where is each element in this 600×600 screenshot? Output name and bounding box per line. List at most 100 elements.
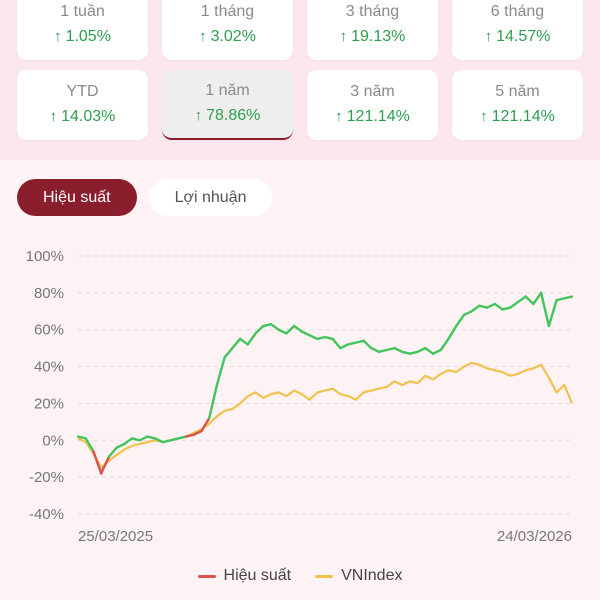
period-value: ↑ 121.14% [335, 108, 410, 125]
period-label: 1 tháng [200, 3, 255, 20]
tab-performance[interactable]: Hiệu suất [17, 179, 137, 216]
series-segment-performance [177, 435, 188, 440]
series-segment-performance [539, 291, 551, 328]
period-value: ↑ 19.13% [339, 28, 406, 45]
series-segment-performance [385, 346, 396, 352]
arrow-up-icon: ↑ [335, 108, 343, 125]
y-tick-label: 100% [26, 248, 64, 265]
series-segment-performance [123, 437, 134, 446]
x-tick-label: 24/03/2026 [497, 528, 572, 545]
series-segment-performance [509, 300, 520, 309]
period-card-ytd[interactable]: YTD ↑ 14.03% [17, 70, 148, 140]
period-card-3-months[interactable]: 3 tháng ↑ 19.13% [307, 0, 438, 60]
series-segment-performance [447, 324, 458, 341]
y-tick-label: 0% [42, 432, 64, 449]
legend-item-vnindex[interactable]: VNIndex [315, 567, 402, 585]
period-label: 1 năm [205, 82, 250, 99]
series-segment-performance [354, 339, 365, 344]
series-segment-performance [308, 334, 319, 341]
series-segment-performance [547, 299, 558, 328]
series-segment-performance [339, 343, 350, 350]
chart-svg: 100% 80% 60% 40% 20% 0% -20% -40% 25/03/2025 24/0… [26, 248, 574, 545]
period-card-5-years[interactable]: 5 năm ↑ 121.14% [452, 70, 583, 140]
series-segment-performance [269, 322, 280, 331]
series-segment-performance [563, 295, 574, 300]
mode-tabs: Hiệu suất Lợi nhuận [17, 179, 273, 216]
series-segment-performance [200, 416, 211, 433]
period-value: ↑ 1.05% [54, 28, 111, 45]
series-segment-performance [431, 348, 442, 355]
period-value: ↑ 14.57% [484, 28, 551, 45]
series-segment-performance [208, 383, 219, 420]
period-card-1-month[interactable]: 1 tháng ↑ 3.02% [162, 0, 293, 60]
legend-swatch [197, 574, 216, 578]
series-segment-performance [516, 295, 527, 304]
series-segment-performance [331, 337, 342, 350]
series-segment-performance [316, 335, 327, 341]
y-tick-label: 80% [34, 285, 64, 302]
arrow-up-icon: ↑ [484, 28, 493, 45]
series-segment-performance [300, 330, 311, 337]
series-segment-performance [153, 437, 165, 444]
period-card-6-months[interactable]: 6 tháng ↑ 14.57% [452, 0, 583, 60]
legend-label: Hiệu suất [223, 567, 292, 584]
series-line-vnindex [77, 361, 574, 470]
series-segment-performance [238, 337, 250, 346]
arrow-up-icon: ↑ [54, 28, 62, 45]
series-segment-performance [107, 446, 118, 459]
series-segment-performance [92, 450, 103, 475]
series-segment-performance [292, 324, 304, 333]
period-card-3-years[interactable]: 3 năm ↑ 121.14% [307, 70, 438, 140]
series-segment-performance [455, 313, 466, 328]
series-segment-performance [462, 310, 473, 317]
legend-swatch [315, 574, 334, 578]
period-label: 3 tháng [345, 3, 400, 20]
arrow-up-icon: ↑ [49, 108, 58, 125]
series-segment-performance [323, 335, 334, 341]
legend-label: VNIndex [341, 567, 403, 584]
series-segment-performance [76, 435, 87, 440]
series-segment-performance [346, 341, 358, 346]
arrow-up-icon: ↑ [339, 28, 348, 45]
series-segment-performance [416, 346, 427, 354]
period-value: ↑ 14.03% [49, 108, 116, 125]
series-segment-performance [362, 339, 373, 350]
arrow-up-icon: ↑ [480, 108, 488, 125]
x-tick-label: 25/03/2025 [78, 528, 153, 545]
tab-profit[interactable]: Lợi nhuận [148, 179, 273, 216]
performance-chart: 100% 80% 60% 40% 20% 0% -20% -40% 25/03/2025 24/0… [0, 240, 600, 600]
series-segment-performance [262, 322, 273, 328]
series-segment-performance [439, 337, 450, 352]
series-segment-performance [184, 433, 195, 438]
series-segment-performance [555, 297, 566, 302]
series-segment-performance [370, 346, 381, 354]
legend-item-performance[interactable]: Hiệu suất [197, 567, 292, 585]
series-segment-performance [524, 295, 535, 306]
series-segment-performance [393, 346, 404, 354]
series-segment-performance [138, 435, 149, 442]
period-card-1-week[interactable]: 1 tuần ↑ 1.05% [17, 0, 148, 60]
series-segment-performance [254, 324, 265, 335]
series-segment-performance [169, 437, 180, 442]
series-segment-performance [478, 304, 489, 309]
series-segment-performance [377, 348, 388, 354]
series-segment-performance [400, 350, 412, 355]
chart-legend: Hiệu suất VNIndex [0, 567, 600, 585]
series-segment-performance [277, 328, 288, 335]
period-value: ↑ 121.14% [480, 108, 555, 125]
y-tick-label: 40% [34, 359, 64, 376]
series-segment-performance [285, 324, 296, 335]
arrow-up-icon: ↑ [199, 28, 207, 45]
period-label: 1 tuần [60, 3, 105, 20]
series-segment-performance [470, 304, 481, 313]
period-grid: 1 tuần ↑ 1.05% 1 tháng ↑ 3.02% 3 tháng ↑ 19… [17, 0, 583, 140]
period-card-1-year[interactable]: 1 năm ↑ 78.86% [162, 70, 293, 140]
period-label: YTD [66, 83, 99, 100]
y-tick-label: -40% [29, 506, 64, 523]
series-segment-performance [192, 429, 203, 436]
series-segment-performance [115, 442, 126, 449]
series-segment-performance [501, 306, 512, 311]
series-segment-performance [246, 332, 257, 346]
period-label: 3 năm [350, 83, 395, 100]
series-segment-performance [215, 356, 226, 387]
